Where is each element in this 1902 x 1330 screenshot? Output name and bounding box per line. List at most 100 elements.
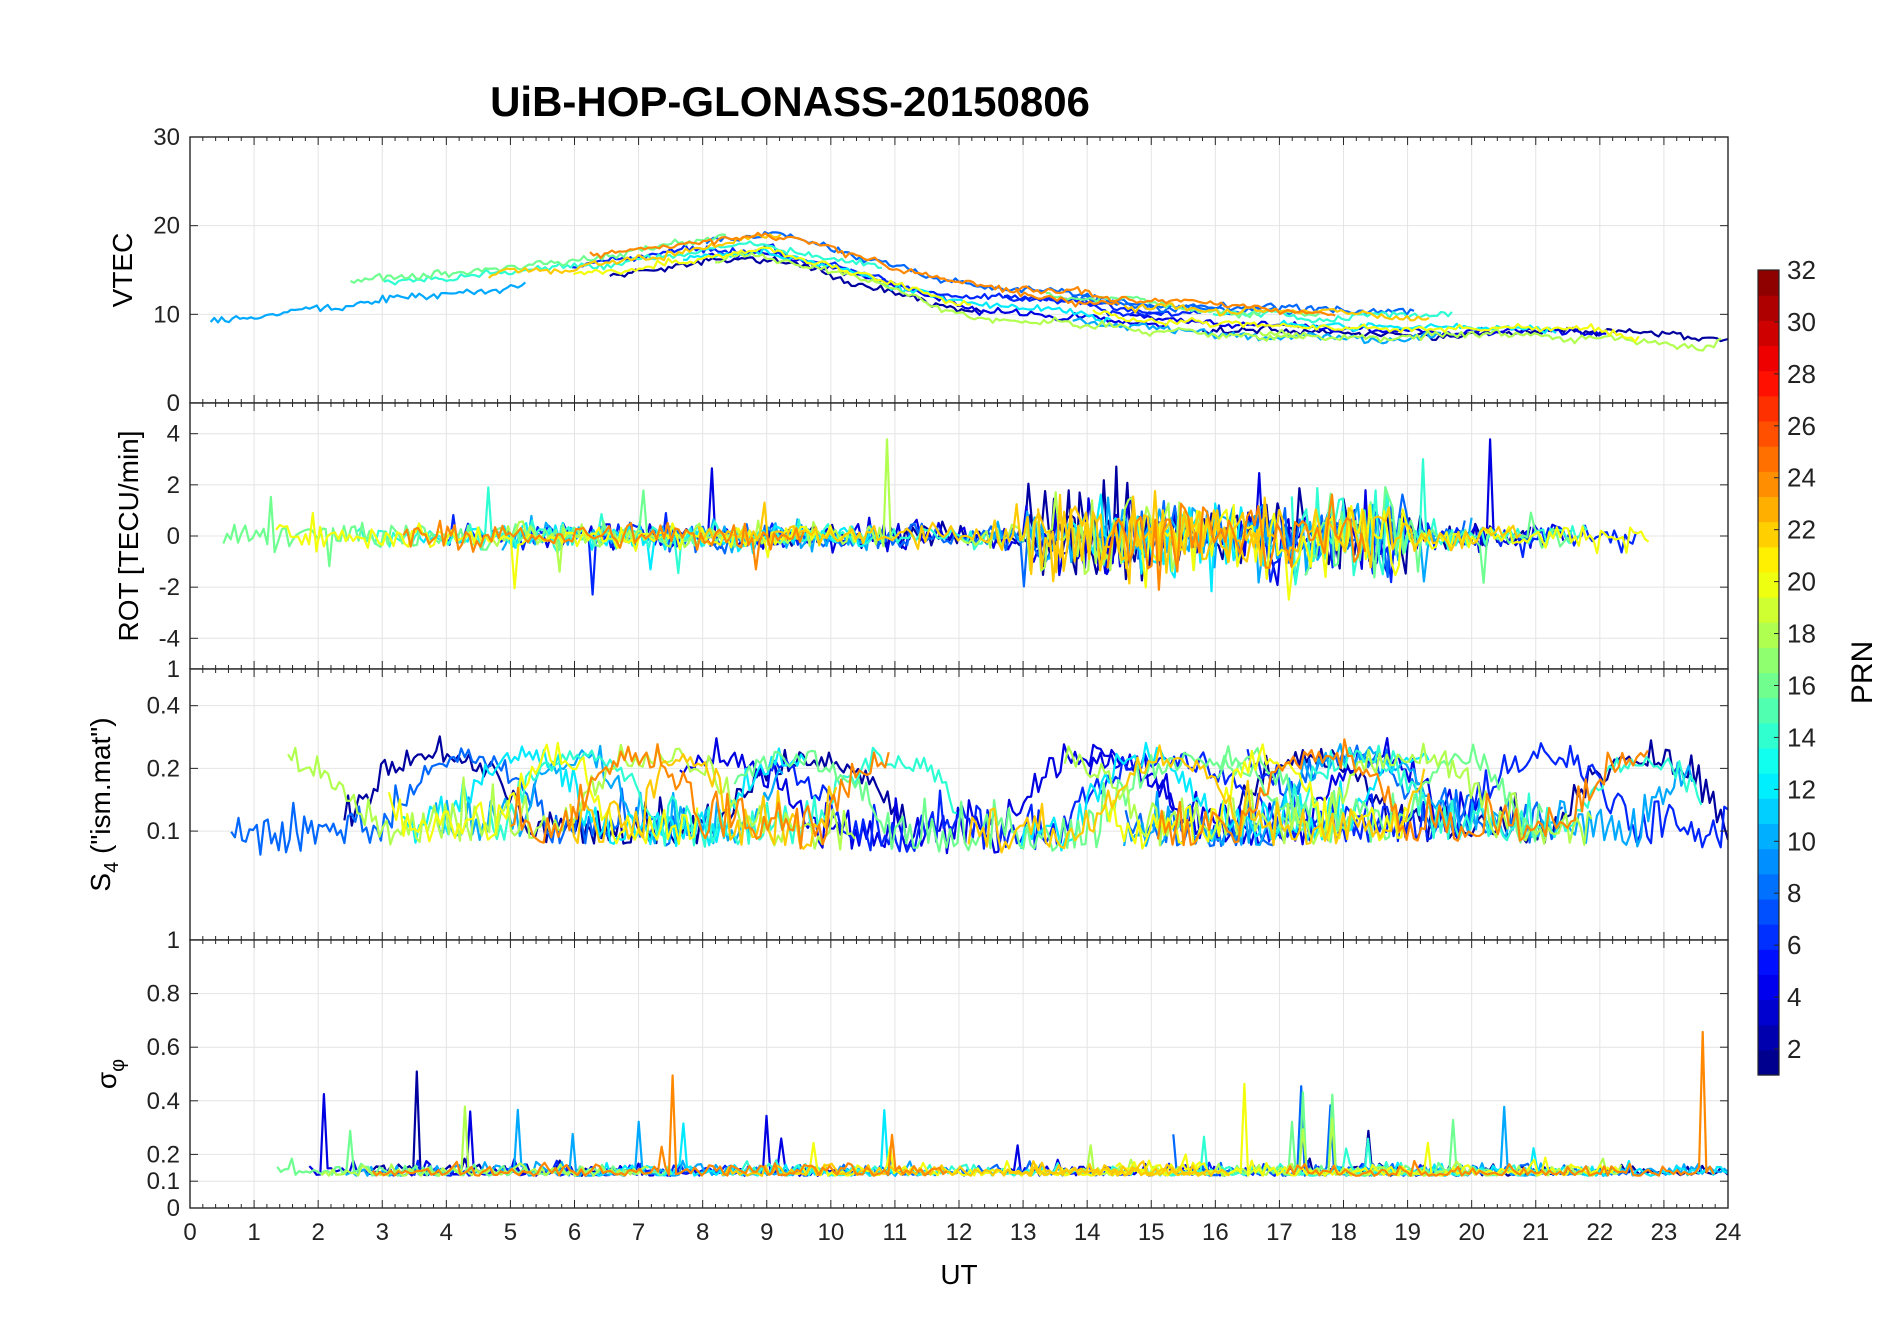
y-tick-label: 20 — [153, 213, 180, 240]
x-tick-label: 9 — [760, 1219, 773, 1246]
colorbar-segment — [1758, 471, 1779, 498]
x-tick-label: 2 — [311, 1219, 324, 1246]
colorbar-segment — [1758, 496, 1779, 523]
x-tick-label: 1 — [247, 1219, 260, 1246]
colorbar-segment — [1758, 773, 1779, 799]
colorbar-segment — [1758, 546, 1779, 573]
y-axis-label: S4 ("ism.mat") — [85, 717, 123, 891]
y-tick-label: 30 — [153, 124, 180, 151]
x-tick-label: 5 — [504, 1219, 517, 1246]
y-tick-label: 0.1 — [147, 1168, 180, 1195]
series-prn-trace — [721, 1160, 1231, 1177]
series-prn-trace — [402, 493, 1367, 591]
colorbar-tick-label: 10 — [1787, 826, 1816, 856]
colorbar-segment — [1758, 999, 1779, 1026]
colorbar-frame — [1757, 269, 1780, 1076]
colorbar-segment — [1758, 521, 1779, 548]
x-tick-label: 20 — [1458, 1219, 1485, 1246]
series-prn-trace — [715, 251, 1722, 352]
series-group — [222, 438, 1650, 601]
series-prn-trace — [697, 490, 1522, 585]
x-tick-label: 17 — [1266, 1219, 1293, 1246]
y-tick-label: -2 — [159, 574, 180, 601]
x-tick-label: 6 — [568, 1219, 581, 1246]
colorbar-segment — [1758, 420, 1779, 447]
x-tick-label: 24 — [1715, 1219, 1742, 1246]
x-tick-label: 21 — [1522, 1219, 1549, 1246]
colorbar-segment — [1758, 798, 1779, 825]
x-tick-label: 23 — [1651, 1219, 1678, 1246]
x-tick-label: 15 — [1138, 1219, 1165, 1246]
x-tick-label: 13 — [1010, 1219, 1037, 1246]
series-prn-trace — [510, 738, 1649, 850]
colorbar-tick-label: 12 — [1787, 774, 1816, 804]
colorbar-segment — [1758, 1024, 1779, 1051]
y-tick-label: 0.2 — [147, 755, 180, 782]
series-prn-trace — [387, 741, 1410, 850]
x-tick-label: 22 — [1586, 1219, 1613, 1246]
colorbar-segment — [1758, 647, 1779, 674]
colorbar-segment — [1758, 622, 1779, 648]
colorbar-segment — [1758, 949, 1779, 975]
colorbar-segment — [1758, 873, 1779, 900]
y-tick-label: 0.2 — [147, 1141, 180, 1168]
colorbar-tick-label: 26 — [1787, 411, 1816, 441]
colorbar-segment — [1758, 270, 1779, 296]
colorbar-tick-label: 30 — [1787, 307, 1816, 337]
series-prn-trace — [400, 741, 1430, 852]
panel-s4: 0.1 0.2 0.4 1 S4 ("ism.mat") — [85, 656, 1729, 941]
series-group — [209, 231, 1728, 352]
colorbar-tick-label: 24 — [1787, 463, 1816, 493]
y-tick-label: 1 — [167, 656, 180, 683]
series-prn-trace — [573, 246, 1640, 343]
x-axis-label: UT — [940, 1259, 977, 1290]
colorbar-segment — [1758, 571, 1779, 598]
colorbar-segment — [1758, 1049, 1779, 1076]
panel-vtec: 0 10 20 30 VTEC — [107, 124, 1729, 417]
y-tick-label: 0 — [167, 523, 180, 550]
series-prn-trace — [371, 1030, 1715, 1177]
y-axis-label: σφ — [91, 1059, 129, 1089]
colorbar-segment — [1758, 974, 1779, 1001]
series-group — [276, 1030, 1728, 1177]
colorbar-tick-label: 6 — [1787, 930, 1801, 960]
y-tick-label: -4 — [159, 625, 180, 652]
x-tick-label: 4 — [440, 1219, 453, 1246]
y-tick-label: 4 — [167, 421, 180, 448]
colorbar-tick-label: 16 — [1787, 670, 1816, 700]
panel-rot: -4 -2 0 2 4 ROT [TECU/min] — [113, 402, 1729, 670]
colorbar-tick-label: 14 — [1787, 722, 1816, 752]
y-tick-label: 0.8 — [147, 981, 180, 1008]
colorbar-segment — [1758, 295, 1779, 321]
colorbar-segment — [1758, 697, 1779, 724]
x-tick-label: 10 — [817, 1219, 844, 1246]
colorbar-segment — [1758, 345, 1779, 372]
y-tick-label: 0 — [167, 1195, 180, 1222]
x-tick-label: 14 — [1074, 1219, 1101, 1246]
colorbar-tick-label: 2 — [1787, 1034, 1801, 1064]
y-tick-label: 0.4 — [147, 1088, 180, 1115]
series-prn-trace — [569, 744, 1426, 854]
colorbar-tick-label: 18 — [1787, 619, 1816, 649]
y-tick-label: 0.1 — [147, 818, 180, 845]
colorbar-segment — [1758, 747, 1779, 774]
colorbar-segment — [1758, 320, 1779, 347]
colorbar-segment — [1758, 898, 1779, 925]
x-tick-label: 7 — [632, 1219, 645, 1246]
y-tick-label: 1 — [167, 927, 180, 954]
x-tick-label: 11 — [882, 1219, 907, 1246]
colorbar-segment — [1758, 597, 1779, 623]
series-prn-trace — [589, 231, 1336, 317]
colorbar-segment — [1758, 672, 1779, 699]
colorbar-segment — [1758, 848, 1779, 875]
colorbar-tick-label: 8 — [1787, 878, 1801, 908]
colorbar-tick-label: 28 — [1787, 359, 1816, 389]
colorbar-segment — [1758, 722, 1779, 749]
chart-title: UiB-HOP-GLONASS-20150806 — [490, 78, 1090, 125]
x-tick-label: 12 — [946, 1219, 973, 1246]
colorbar-tick-label: 4 — [1787, 982, 1801, 1012]
colorbar-label: PRN — [1846, 641, 1879, 704]
